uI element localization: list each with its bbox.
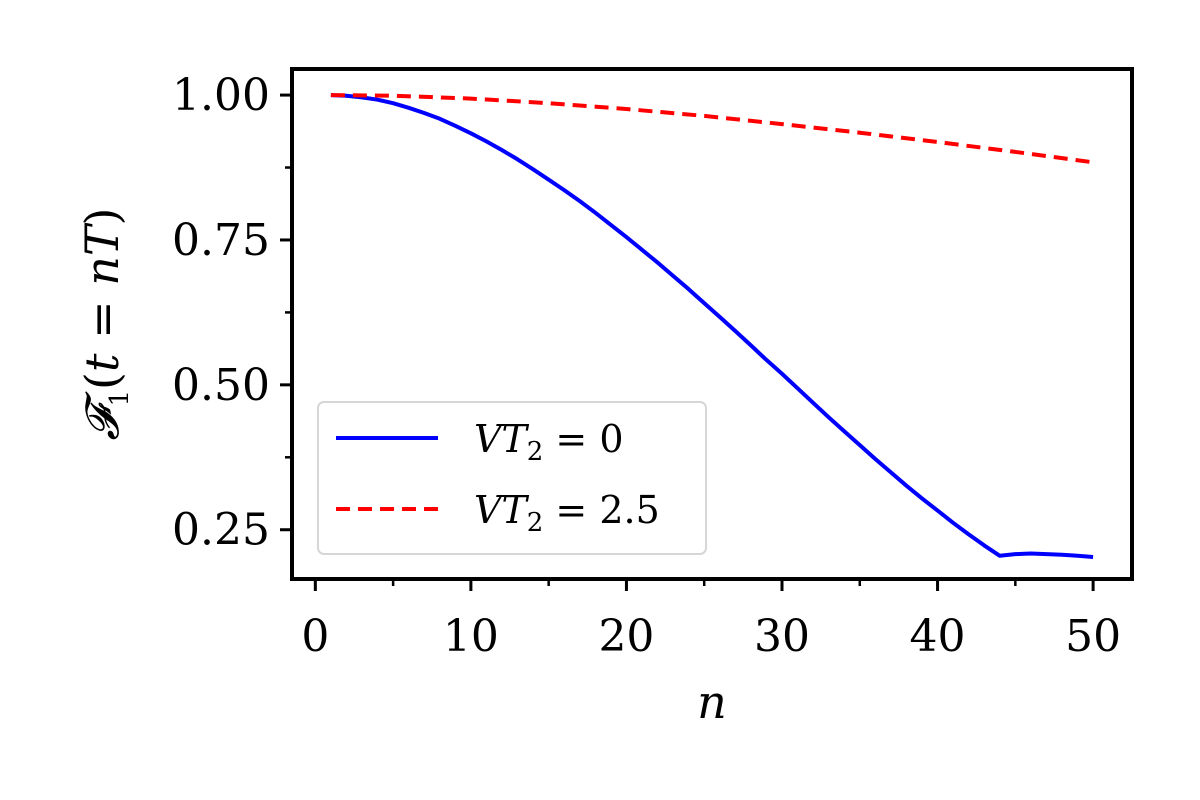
x-tick-label: 0 [301,611,329,662]
x-tick-label: 30 [754,611,810,662]
plot-frame [290,67,1134,581]
y-axis-label-nT: nT [75,222,129,286]
series-layer [330,93,1094,559]
series-line-1 [330,93,1094,165]
x-tick-label: 50 [1065,611,1121,662]
legend-label-series-1: VT2 = 2.5 [474,488,660,538]
y-axis-label-sub: 1 [105,390,135,407]
y-axis-label-close: ) [75,207,129,225]
y-axis-label-open: ( [75,372,129,390]
svg-text:𝓕1(t = nT): 𝓕1(t = nT) [75,207,135,440]
y-tick-label: 0.25 [172,505,270,556]
x-tick-label: 40 [910,611,966,662]
y-axis-label-eq: = [75,286,129,354]
y-axis: 0.25 0.50 0.75 1.00 [172,70,292,556]
x-axis: 0 10 20 30 40 50 [301,579,1121,662]
legend-label-series-0: VT2 = 0 [474,417,624,467]
y-axis-label: 𝓕1(t = nT) [75,207,135,440]
x-axis-label: n [697,675,727,729]
y-tick-label: 0.75 [172,215,270,266]
series-line-0 [330,93,1094,559]
y-tick-label: 1.00 [172,70,270,121]
y-axis-label-t: t [75,353,129,372]
y-tick-label: 0.50 [172,360,270,411]
plot-area [330,93,1094,559]
x-tick-label: 10 [443,611,499,662]
x-tick-label: 20 [598,611,654,662]
legend: VT2 = 0 VT2 = 2.5 [317,401,707,555]
